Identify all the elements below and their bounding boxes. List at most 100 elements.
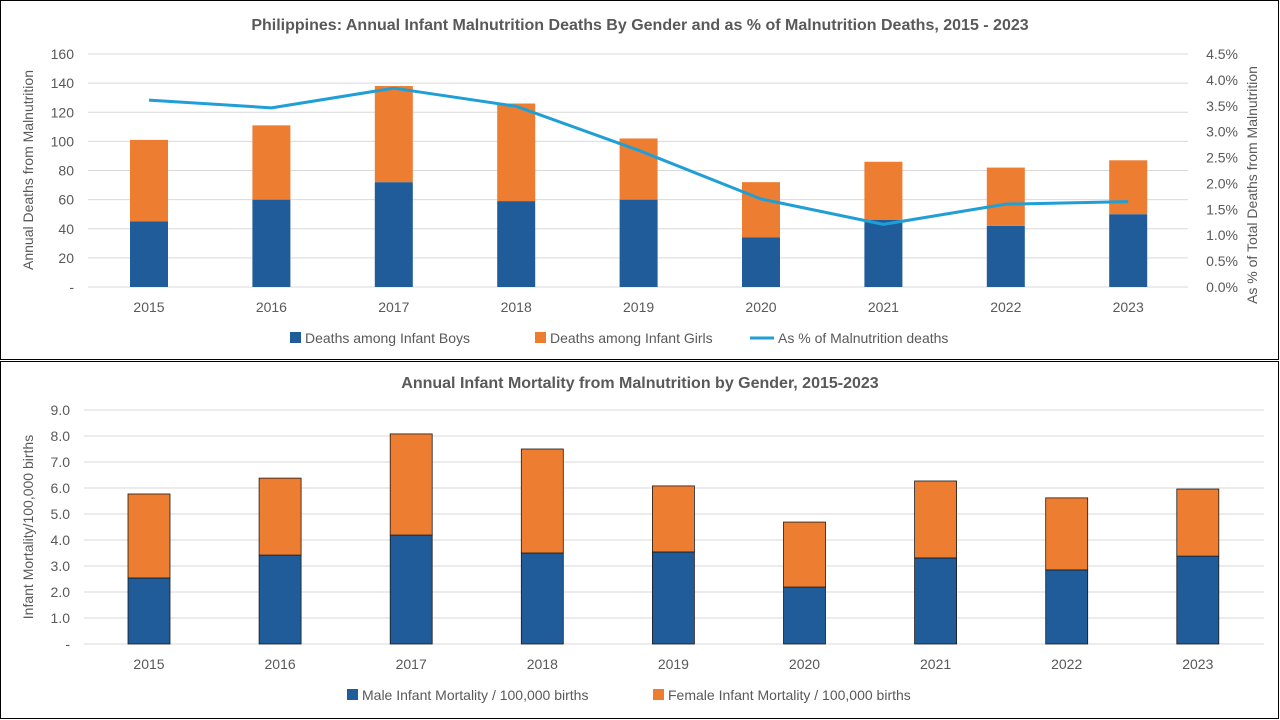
bar-male-2019 bbox=[619, 199, 658, 287]
bar-male-2019 bbox=[652, 551, 695, 645]
bar-male-2015 bbox=[127, 577, 171, 645]
top-chart: - 20 40 60 80 100 120 140 160 0.0% 0.5% 1.0% 1.5% 2.0… bbox=[51, 46, 1238, 346]
x-tick-label: 2021 bbox=[868, 299, 899, 315]
x-tick-label: 2017 bbox=[378, 299, 409, 315]
bar-male-2016 bbox=[252, 199, 291, 287]
legend-swatch bbox=[653, 689, 664, 700]
bar-female-2022 bbox=[1045, 497, 1089, 571]
y-tick-label: - bbox=[69, 279, 74, 295]
y-tick-label: 8.0 bbox=[51, 428, 71, 444]
bar-male-2020 bbox=[742, 237, 780, 287]
x-tick-label: 2019 bbox=[658, 656, 689, 672]
line-percent-malnutrition bbox=[148, 86, 1129, 226]
y-tick-label: 1.0 bbox=[51, 610, 71, 626]
top-chart-ylabel: Annual Deaths from Malnutrition bbox=[20, 70, 36, 270]
x-tick-label: 2015 bbox=[133, 299, 164, 315]
x-tick-label: 2020 bbox=[789, 656, 820, 672]
bar-male-2018 bbox=[497, 201, 536, 287]
y-tick-label: 9.0 bbox=[51, 402, 71, 418]
bar-female-2020 bbox=[783, 521, 826, 588]
legend-label: Female Infant Mortality / 100,000 births bbox=[668, 687, 911, 703]
bar-female-2020 bbox=[742, 182, 780, 238]
bar-female-2017 bbox=[389, 433, 433, 536]
bar-male-2017 bbox=[374, 182, 413, 287]
x-tick-label: 2020 bbox=[745, 299, 776, 315]
y-tick-label: 3.0 bbox=[51, 558, 71, 574]
top-chart-title: Philippines: Annual Infant Malnutrition … bbox=[251, 17, 1028, 34]
bar-female-2018 bbox=[497, 103, 536, 202]
y-tick-label: 5.0 bbox=[51, 506, 71, 522]
bar-male-2023 bbox=[1176, 555, 1220, 645]
y2-tick-label: 4.0% bbox=[1206, 72, 1238, 88]
bar-female-2023 bbox=[1109, 160, 1148, 215]
y-tick-label: 40 bbox=[58, 221, 74, 237]
y2-tick-label: 0.0% bbox=[1206, 279, 1238, 295]
x-tick-label: 2016 bbox=[265, 656, 296, 672]
bar-male-2015 bbox=[130, 221, 168, 287]
bar-female-2021 bbox=[914, 480, 957, 559]
x-tick-label: 2022 bbox=[1051, 656, 1082, 672]
bar-female-2023 bbox=[1176, 488, 1220, 557]
bar-female-2019 bbox=[619, 138, 658, 200]
x-tick-label: 2017 bbox=[396, 656, 427, 672]
bar-female-2017 bbox=[374, 86, 413, 183]
bar-male-2017 bbox=[389, 534, 433, 645]
y-tick-label: 100 bbox=[51, 133, 75, 149]
y-tick-label: 2.0 bbox=[51, 584, 71, 600]
x-tick-label: 2016 bbox=[256, 299, 287, 315]
y2-tick-label: 3.5% bbox=[1206, 98, 1238, 114]
y2-tick-label: 1.5% bbox=[1206, 201, 1238, 217]
top-chart-y2label: As % of Total Deaths from Malnutrition bbox=[1244, 66, 1260, 304]
bar-female-2022 bbox=[986, 167, 1025, 226]
x-tick-label: 2018 bbox=[527, 656, 558, 672]
y-tick-label: 7.0 bbox=[51, 454, 71, 470]
y-tick-label: 4.0 bbox=[51, 532, 71, 548]
x-tick-label: 2021 bbox=[920, 656, 951, 672]
legend-swatch bbox=[290, 332, 301, 343]
bar-male-2020 bbox=[783, 586, 826, 645]
bar-male-2021 bbox=[914, 557, 957, 645]
y2-tick-label: 2.0% bbox=[1206, 175, 1238, 191]
bar-male-2021 bbox=[864, 220, 903, 287]
bar-female-2015 bbox=[130, 139, 168, 222]
bar-male-2023 bbox=[1109, 214, 1148, 287]
x-tick-label: 2015 bbox=[133, 656, 164, 672]
bottom-chart-title: Annual Infant Mortality from Malnutritio… bbox=[401, 375, 879, 392]
y-tick-label: 80 bbox=[58, 163, 74, 179]
y2-tick-label: 4.5% bbox=[1206, 46, 1238, 62]
x-tick-label: 2018 bbox=[501, 299, 532, 315]
bar-female-2016 bbox=[258, 477, 302, 556]
y-tick-label: 6.0 bbox=[51, 480, 71, 496]
bar-male-2022 bbox=[1045, 569, 1089, 645]
y2-tick-label: 1.0% bbox=[1206, 227, 1238, 243]
bar-female-2016 bbox=[252, 125, 291, 200]
bar-female-2019 bbox=[652, 485, 695, 553]
y-tick-label: 140 bbox=[51, 75, 75, 91]
x-tick-label: 2019 bbox=[623, 299, 654, 315]
x-tick-label: 2023 bbox=[1182, 656, 1213, 672]
bar-male-2018 bbox=[520, 552, 564, 645]
legend-label: Deaths among Infant Boys bbox=[305, 330, 470, 346]
legend-label: As % of Malnutrition deaths bbox=[778, 330, 948, 346]
bar-male-2016 bbox=[258, 554, 302, 645]
legend-swatch bbox=[347, 689, 358, 700]
y-tick-label: 120 bbox=[51, 104, 75, 120]
y2-tick-label: 3.0% bbox=[1206, 124, 1238, 140]
bottom-chart: - 1.0 2.0 3.0 4.0 5.0 6.0 7.0 8.0 9.0 2015 2016 2017… bbox=[51, 402, 1264, 703]
legend-label: Male Infant Mortality / 100,000 births bbox=[362, 687, 588, 703]
bottom-chart-ylabel: Infant Mortality/100,000 births bbox=[20, 435, 36, 619]
y2-tick-label: 0.5% bbox=[1206, 253, 1238, 269]
legend-swatch bbox=[535, 332, 546, 343]
bar-female-2015 bbox=[127, 493, 171, 579]
bar-male-2022 bbox=[986, 225, 1025, 287]
bar-female-2021 bbox=[864, 161, 903, 221]
y-tick-label: 60 bbox=[58, 192, 74, 208]
y-tick-label: - bbox=[65, 636, 70, 652]
x-tick-label: 2022 bbox=[990, 299, 1021, 315]
x-tick-label: 2023 bbox=[1113, 299, 1144, 315]
bar-female-2018 bbox=[520, 448, 564, 554]
y-tick-label: 160 bbox=[51, 46, 75, 62]
legend-label: Deaths among Infant Girls bbox=[550, 330, 713, 346]
y2-tick-label: 2.5% bbox=[1206, 150, 1238, 166]
